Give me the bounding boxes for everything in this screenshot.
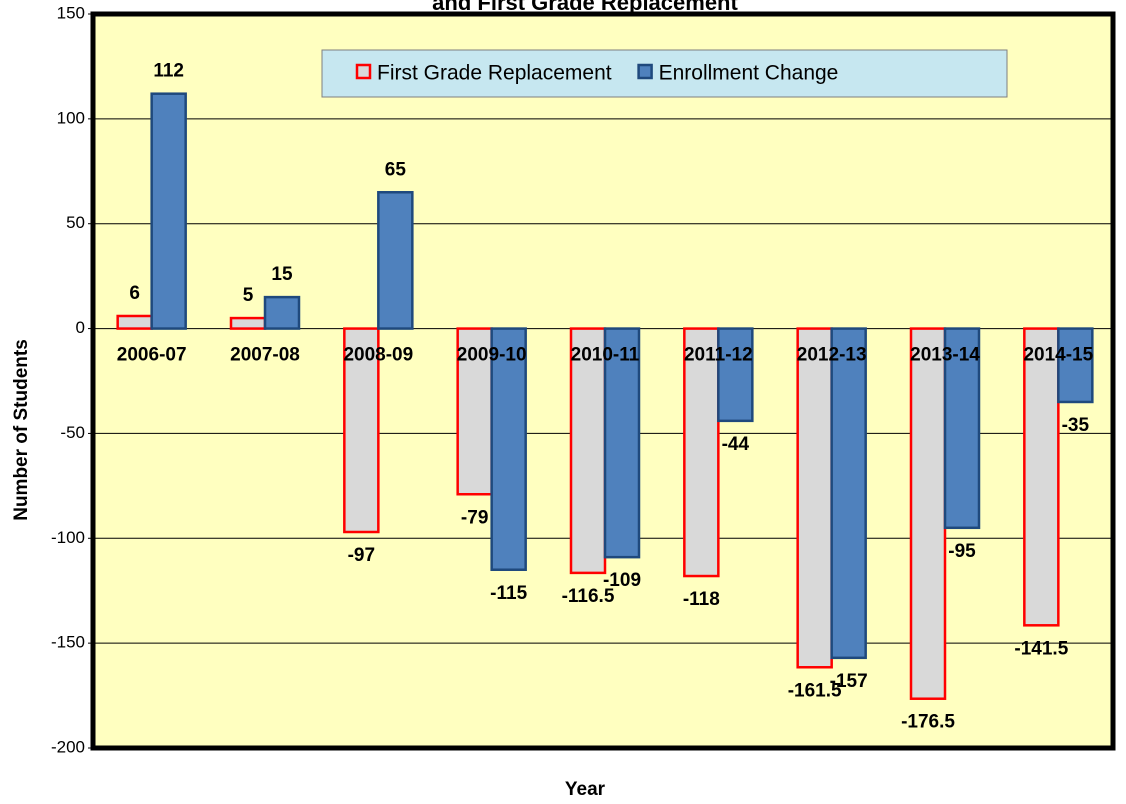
bar bbox=[343, 327, 380, 534]
bar bbox=[229, 316, 267, 330]
x-tick-label: 2008-09 bbox=[343, 345, 413, 366]
bar bbox=[263, 295, 301, 330]
data-label: -118 bbox=[683, 589, 720, 610]
data-label: -116.5 bbox=[562, 586, 615, 607]
x-tick-label: 2009-10 bbox=[457, 345, 527, 366]
data-label: 65 bbox=[385, 159, 407, 180]
data-label: -161.5 bbox=[788, 680, 842, 701]
y-axis-label: Number of Students bbox=[11, 339, 32, 521]
bar bbox=[490, 327, 527, 571]
bar bbox=[377, 191, 414, 330]
legend-swatch bbox=[637, 63, 653, 80]
x-tick-label: 2011-12 bbox=[684, 345, 753, 366]
y-tick-label: 50 bbox=[66, 213, 85, 232]
chart-title: and First Grade Replacement bbox=[432, 0, 738, 15]
bar bbox=[683, 327, 720, 578]
bar bbox=[1023, 327, 1060, 627]
x-tick-label: 2007-08 bbox=[230, 345, 300, 366]
bar bbox=[830, 327, 867, 660]
bar bbox=[943, 327, 981, 530]
bar bbox=[603, 327, 641, 559]
bar bbox=[569, 327, 607, 575]
bar bbox=[150, 92, 187, 330]
y-tick-label: -100 bbox=[51, 528, 85, 547]
data-label: -115 bbox=[490, 583, 527, 604]
bar bbox=[1057, 327, 1094, 404]
data-label: -109 bbox=[603, 570, 641, 591]
data-label: -35 bbox=[1062, 415, 1090, 436]
legend-swatch bbox=[355, 63, 372, 80]
bar bbox=[909, 327, 947, 700]
data-label: -79 bbox=[461, 507, 488, 528]
y-tick-label: -200 bbox=[51, 737, 85, 756]
data-label: 5 bbox=[243, 285, 254, 306]
x-tick-label: 2012-13 bbox=[797, 345, 867, 366]
x-tick-label: 2014-15 bbox=[1023, 345, 1093, 366]
y-tick-label: -50 bbox=[60, 423, 85, 442]
data-label: -157 bbox=[830, 671, 868, 692]
data-label: -95 bbox=[948, 541, 976, 562]
data-label: 6 bbox=[129, 283, 140, 304]
y-tick-label: -150 bbox=[51, 633, 85, 652]
legend bbox=[321, 49, 1008, 98]
x-axis-label: Year bbox=[565, 779, 606, 800]
plot-frame bbox=[90, 11, 1116, 751]
legend-label: First Grade Replacement bbox=[377, 62, 612, 85]
data-label: 112 bbox=[153, 61, 184, 82]
data-label: 15 bbox=[271, 264, 293, 285]
data-label: -176.5 bbox=[901, 712, 955, 733]
x-tick-label: 2006-07 bbox=[117, 345, 187, 366]
x-tick-label: 2010-11 bbox=[571, 345, 640, 366]
data-label: -141.5 bbox=[1014, 638, 1068, 659]
data-label: -97 bbox=[348, 545, 375, 566]
bar bbox=[717, 327, 754, 423]
data-label: -44 bbox=[722, 434, 750, 455]
bar bbox=[116, 314, 153, 330]
y-tick-label: 100 bbox=[57, 108, 85, 127]
bar bbox=[456, 327, 493, 496]
x-tick-label: 2013-14 bbox=[910, 345, 980, 366]
y-tick-label: 150 bbox=[57, 3, 85, 22]
y-tick-label: 0 bbox=[76, 318, 85, 337]
legend-label: Enrollment Change bbox=[659, 62, 839, 85]
bar bbox=[796, 327, 833, 669]
